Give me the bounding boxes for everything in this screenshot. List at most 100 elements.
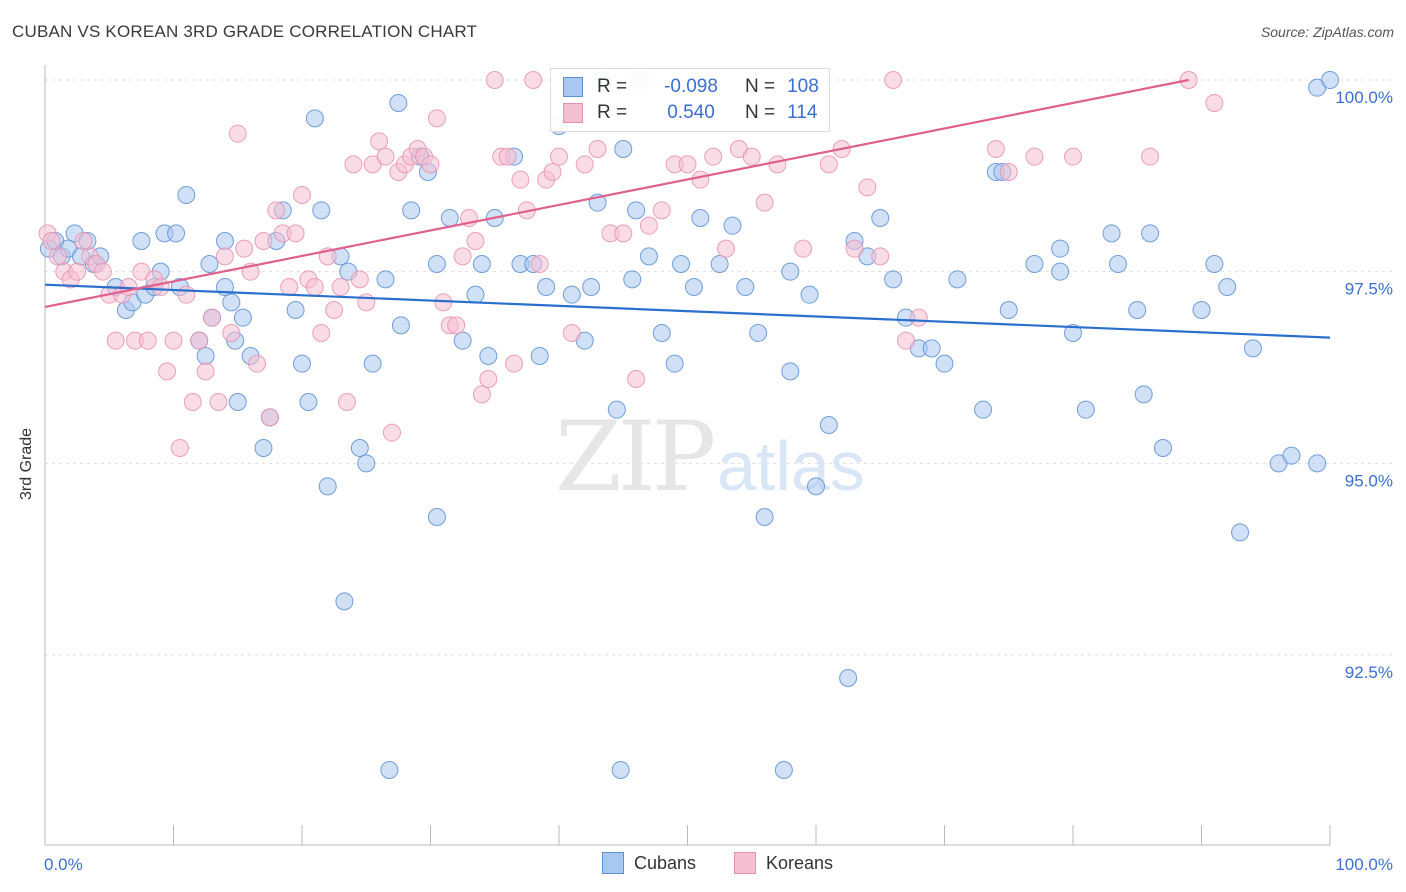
- korean-point: [235, 239, 254, 258]
- cuban-point: [286, 301, 305, 319]
- cuban-point: [363, 354, 382, 373]
- korean-point: [293, 186, 311, 204]
- cuban-point: [453, 331, 472, 350]
- legend-row-cubans: R = -0.098 N = 108: [563, 75, 819, 99]
- cuban-point: [479, 347, 498, 365]
- korean-point: [550, 147, 568, 166]
- cuban-point: [299, 393, 318, 411]
- cuban-point: [672, 255, 691, 273]
- korean-point: [896, 331, 915, 350]
- cuban-point: [1192, 301, 1211, 319]
- cuban-point: [1153, 439, 1172, 457]
- cuban-point: [222, 293, 241, 312]
- korean-point: [884, 71, 903, 89]
- legend-koreans[interactable]: Koreans: [734, 852, 833, 874]
- korean-point: [1141, 147, 1160, 166]
- cuban-point: [691, 209, 710, 227]
- korean-point: [466, 232, 485, 250]
- korean-point: [575, 155, 594, 174]
- koreans-swatch-icon: [563, 103, 583, 123]
- korean-point: [652, 201, 671, 220]
- korean-point: [472, 385, 491, 404]
- chart-title: CUBAN VS KOREAN 3RD GRADE CORRELATION CH…: [12, 22, 478, 41]
- korean-point: [742, 147, 761, 166]
- legend-cubans[interactable]: Cubans: [602, 852, 696, 874]
- korean-point: [453, 247, 472, 266]
- cuban-point: [357, 454, 376, 473]
- cuban-point: [167, 224, 186, 243]
- cuban-point: [665, 354, 684, 373]
- n-label: N =: [745, 76, 776, 97]
- cuban-point: [1076, 400, 1095, 419]
- korean-point: [74, 232, 93, 250]
- korean-point: [196, 362, 215, 381]
- korean-point: [511, 170, 530, 189]
- cuban-point: [1051, 239, 1070, 258]
- korean-point: [170, 439, 189, 457]
- cuban-point: [254, 439, 273, 457]
- y-tick-label: 100.0%: [1335, 88, 1393, 107]
- cuban-point: [312, 201, 331, 220]
- cuban-point: [380, 761, 399, 779]
- korean-point: [305, 278, 324, 296]
- korean-point: [1205, 94, 1224, 112]
- korean-point: [106, 331, 125, 350]
- cuban-point: [611, 761, 630, 779]
- korean-point: [447, 316, 466, 335]
- korean-point: [337, 393, 356, 411]
- watermark-atlas: atlas: [717, 427, 865, 505]
- korean-point: [717, 239, 736, 258]
- korean-point: [819, 155, 838, 174]
- korean-point: [755, 193, 774, 212]
- cuban-point: [652, 324, 671, 342]
- cuban-point: [839, 669, 858, 687]
- korean-point: [254, 232, 273, 250]
- cuban-point: [1051, 262, 1070, 281]
- korean-point: [704, 147, 723, 166]
- cuban-point: [871, 209, 890, 227]
- korean-point: [158, 362, 177, 381]
- cuban-point: [1205, 255, 1224, 273]
- chart-source: Source: ZipAtlas.com: [1260, 24, 1394, 40]
- korean-point: [479, 370, 498, 388]
- cuban-point: [1231, 523, 1250, 542]
- cuban-point: [233, 308, 252, 327]
- korean-point: [42, 232, 61, 250]
- korean-point: [639, 216, 658, 235]
- cuban-point: [1064, 324, 1082, 342]
- korean-point: [909, 308, 928, 327]
- cuban-point: [755, 508, 774, 526]
- korean-point: [190, 331, 209, 350]
- koreans-trendline: [44, 78, 1189, 309]
- korean-point: [164, 331, 183, 350]
- cuban-point: [800, 285, 819, 304]
- cuban-point: [440, 209, 459, 227]
- cuban-point: [736, 278, 755, 296]
- cuban-point: [639, 247, 658, 266]
- cuban-point: [200, 255, 219, 273]
- cuban-point: [774, 761, 793, 779]
- cuban-point: [884, 270, 903, 289]
- cuban-point: [684, 278, 703, 296]
- korean-point: [588, 140, 607, 158]
- cuban-point: [215, 232, 234, 250]
- cubans-legend-icon: [602, 852, 624, 874]
- korean-point: [614, 224, 633, 243]
- korean-point: [350, 270, 369, 289]
- korean-point: [248, 354, 267, 373]
- korean-point: [325, 301, 344, 319]
- korean-point: [421, 155, 440, 174]
- cuban-point: [1102, 224, 1121, 243]
- cuban-point: [177, 186, 196, 204]
- korean-point: [222, 324, 241, 342]
- cubans-trendline: [44, 283, 1331, 339]
- cuban-point: [391, 316, 410, 335]
- cuban-point: [974, 400, 993, 419]
- korean-point: [999, 163, 1018, 181]
- korean-point: [1025, 147, 1044, 166]
- cuban-point: [749, 324, 768, 342]
- cuban-point: [935, 354, 954, 373]
- cuban-point: [1134, 385, 1153, 404]
- x-tick-label: 100.0%: [1335, 855, 1393, 874]
